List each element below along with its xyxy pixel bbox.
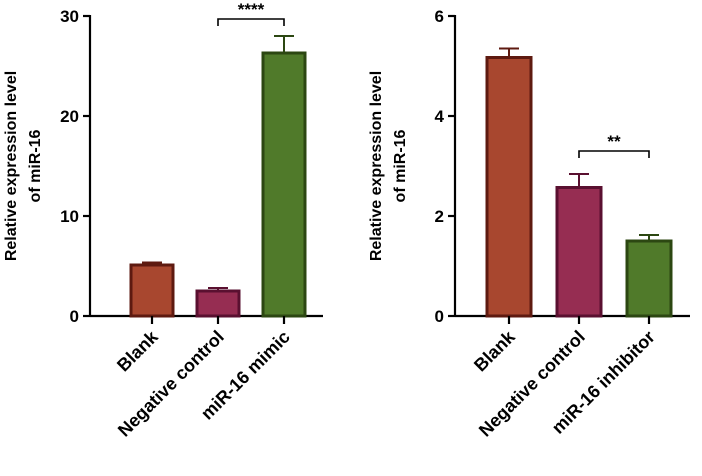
chart2-y-tick-label: 4 — [435, 107, 445, 126]
chart2-bar — [485, 56, 533, 318]
chart1-bar — [129, 263, 175, 318]
chart2-significance-bracket — [578, 150, 650, 158]
chart1-y-axis-label: of miR-16 — [27, 129, 44, 202]
chart1-y-axis-label: Relative expression level — [3, 71, 20, 261]
chart1-group: 0 10 20 30 Relative expression level of miR-1… — [3, 0, 323, 441]
chart2-significance-label: ** — [607, 132, 621, 151]
chart2-group: 0 2 4 6 Relative expression level of miR-16 Bl… — [368, 7, 690, 441]
chart1-y-tick-label: 20 — [60, 107, 79, 126]
chart1-y-tick-label: 30 — [60, 7, 79, 26]
chart2-category-label: Blank — [470, 326, 520, 376]
chart2-y-axis-label: of miR-16 — [392, 129, 409, 202]
chart2-y-tick-label: 6 — [435, 7, 444, 26]
chart1-bar — [261, 51, 307, 318]
chart1-bar — [195, 289, 241, 318]
chart1-y-tick-label: 10 — [60, 207, 79, 226]
chart2-y-axis-label: Relative expression level — [368, 71, 385, 261]
chart1-significance-label: **** — [238, 0, 265, 19]
chart2-y-tick-label: 2 — [435, 207, 444, 226]
chart1-category-label: Blank — [113, 326, 163, 376]
chart1-y-tick-label: 0 — [70, 307, 79, 326]
chart2-y-tick-label: 0 — [435, 307, 444, 326]
chart2-bar — [555, 186, 603, 318]
chart1-significance-bracket — [217, 18, 285, 26]
chart2-bar — [625, 239, 673, 318]
